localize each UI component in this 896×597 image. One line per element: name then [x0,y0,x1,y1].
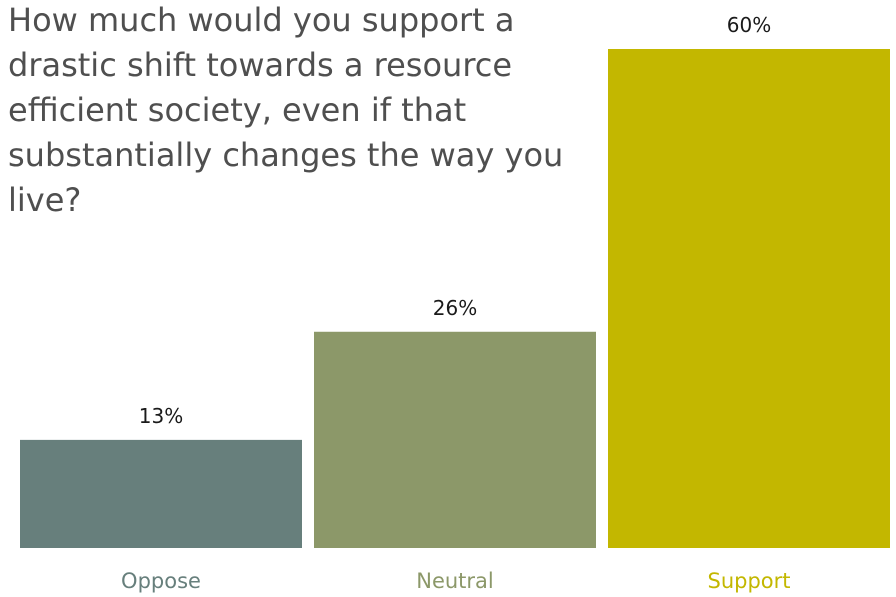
bar-neutral [314,331,596,548]
bars-layer [20,49,890,548]
value-label-neutral: 26% [433,296,477,320]
category-label-neutral: Neutral [416,569,494,593]
category-labels-layer: Oppose Neutral Support [121,569,790,593]
category-label-support: Support [707,569,790,593]
category-label-oppose: Oppose [121,569,201,593]
value-label-support: 60% [727,13,771,37]
bar-oppose [20,439,302,548]
chart-title: How much would you support a drastic shi… [8,1,564,219]
bar-support [608,49,890,548]
value-labels-layer: 13% 26% 60% [139,13,771,428]
value-label-oppose: 13% [139,404,183,428]
